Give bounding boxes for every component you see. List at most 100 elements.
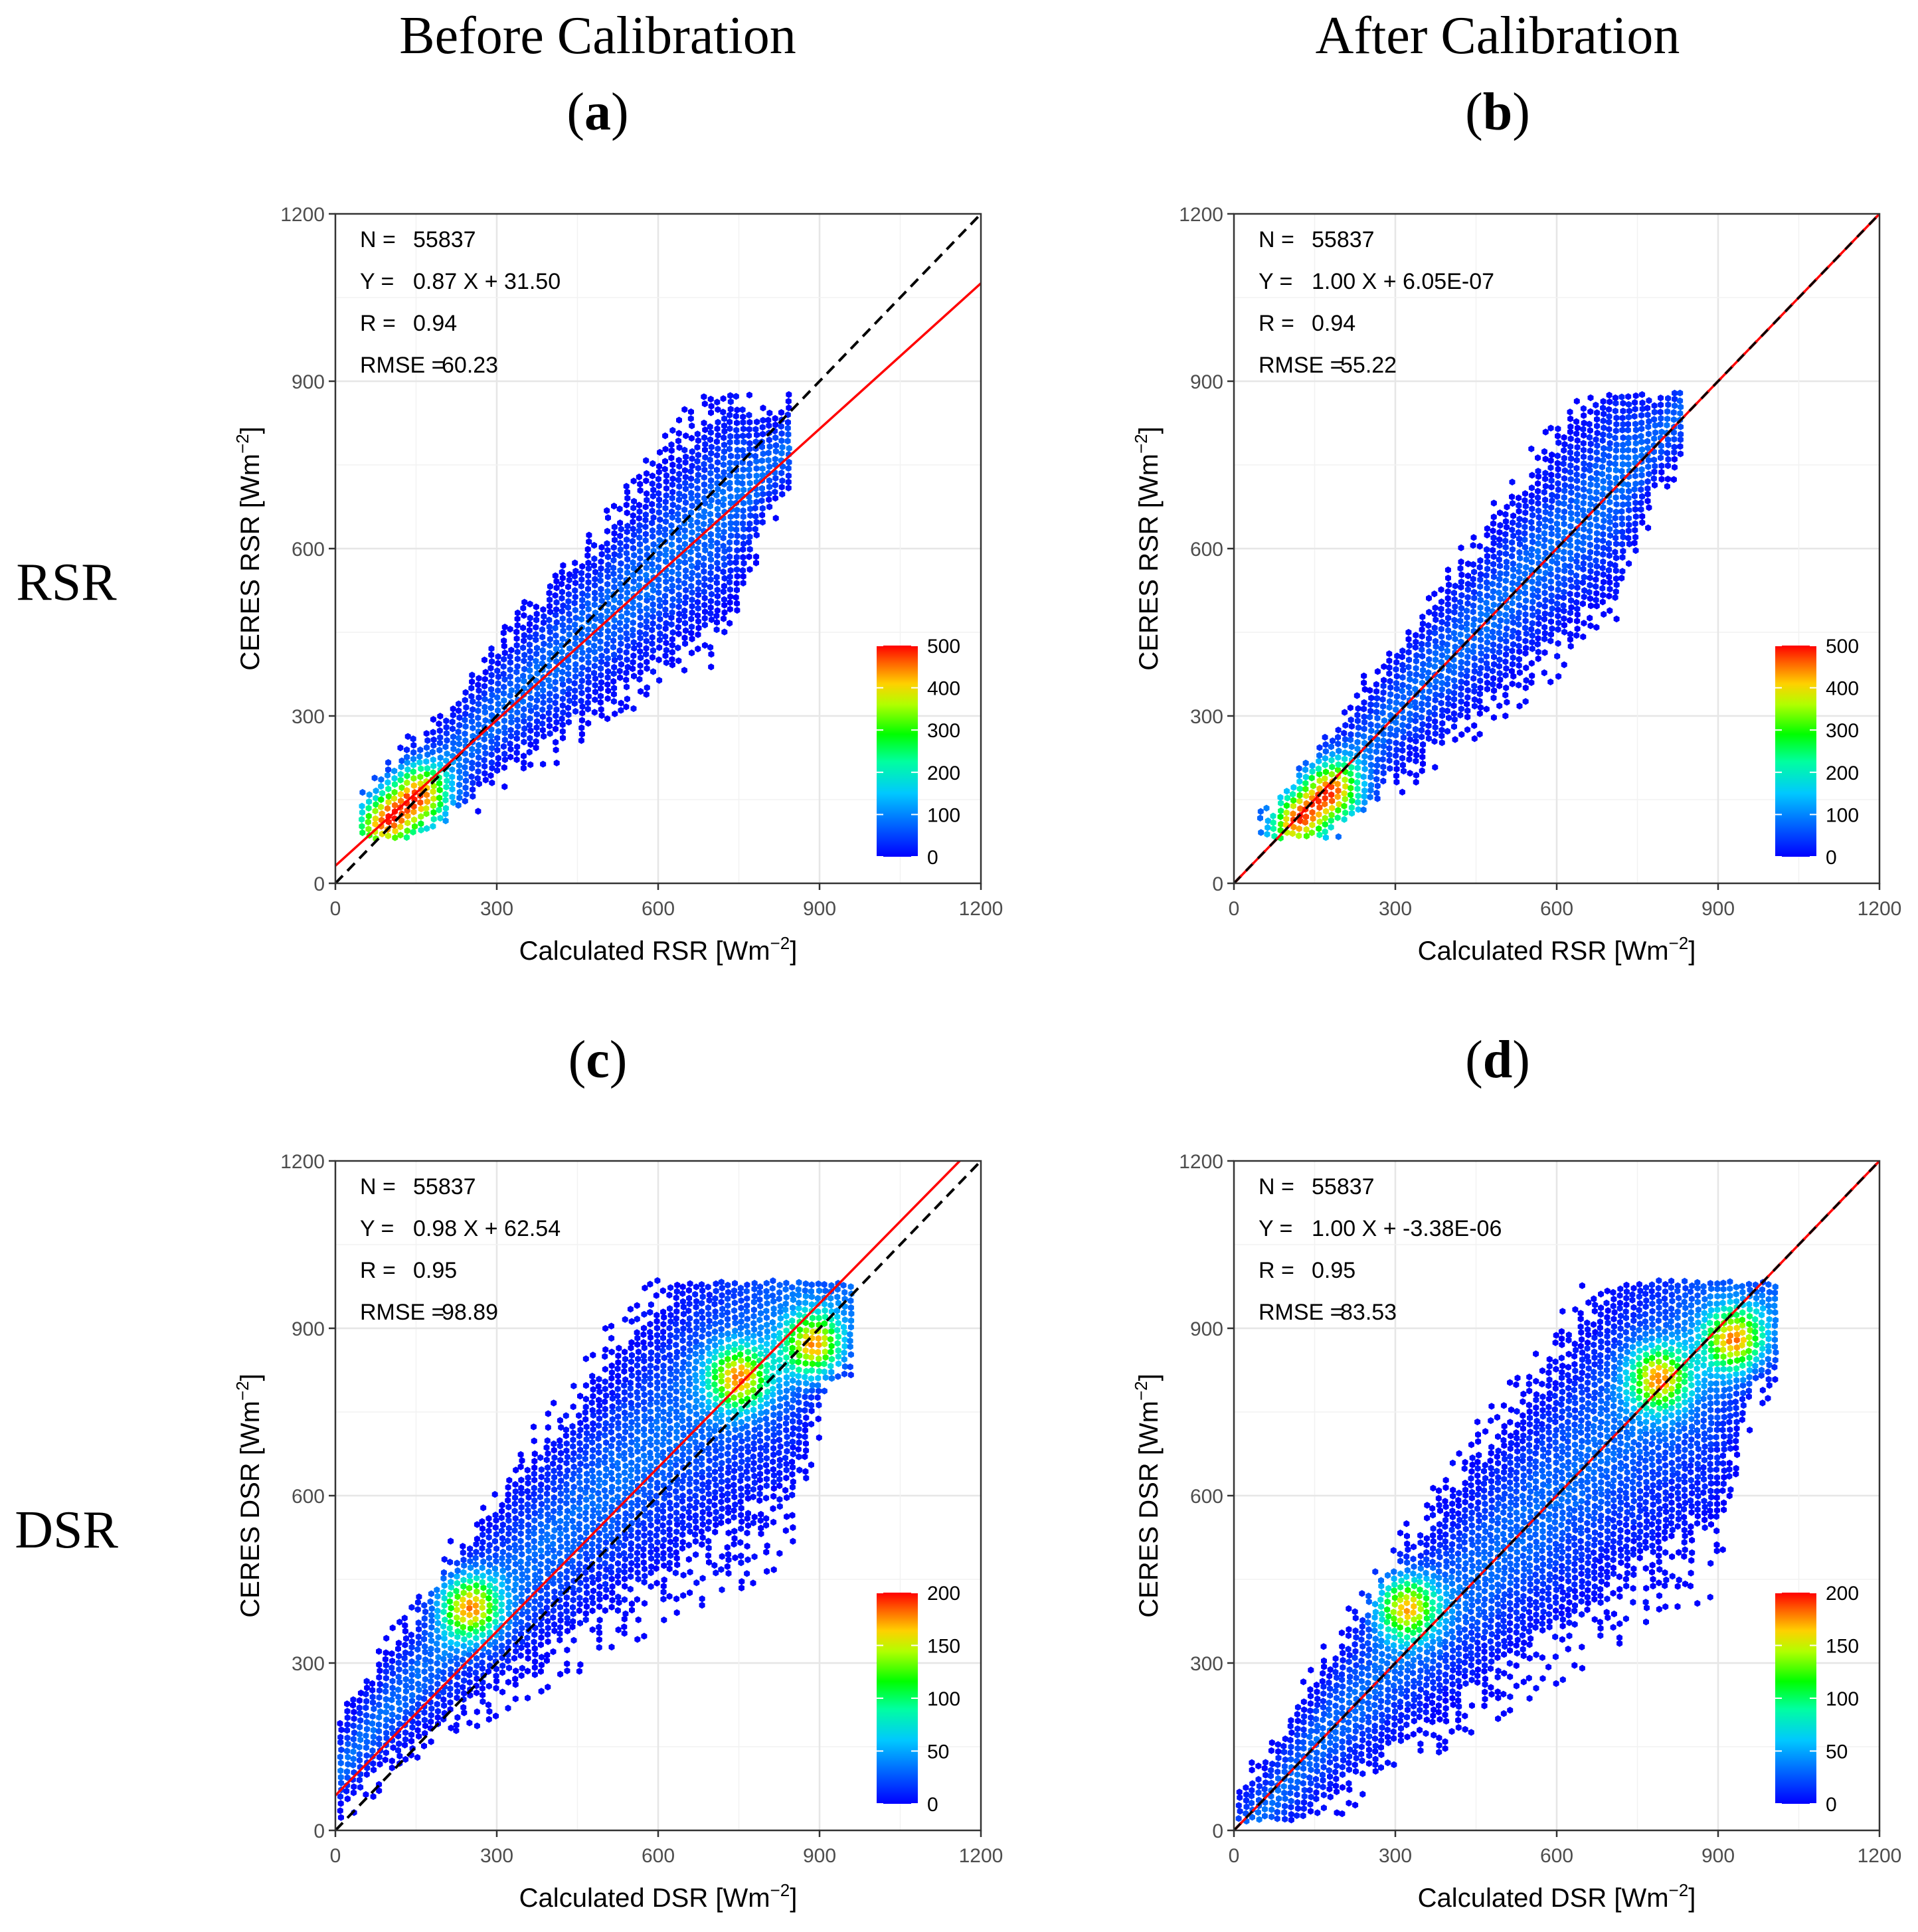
y-tick-label: 600 bbox=[1190, 539, 1223, 561]
stat-value: 55.22 bbox=[1340, 353, 1397, 378]
x-tick-label: 1200 bbox=[959, 1845, 1003, 1867]
x-tick-label: 300 bbox=[1379, 898, 1412, 920]
stat-value: 55837 bbox=[1312, 227, 1375, 252]
colorbar: 0 100 200 300 400 500 bbox=[1775, 636, 1859, 869]
stat-value: 55837 bbox=[1312, 1174, 1375, 1199]
column-header-1: Before Calibration bbox=[399, 7, 796, 65]
y-tick-label: 300 bbox=[1190, 706, 1223, 728]
stat-label: R = bbox=[1259, 311, 1294, 336]
x-tick-label: 0 bbox=[1229, 898, 1240, 920]
colorbar-tick-label: 200 bbox=[927, 762, 960, 784]
stat-value: 55837 bbox=[413, 227, 476, 252]
stat-label: RMSE = bbox=[360, 1300, 445, 1325]
y-tick-label: 900 bbox=[292, 371, 325, 393]
colorbar-tick-label: 300 bbox=[1826, 720, 1859, 742]
y-axis-title: CERES DSR [Wm−2] bbox=[232, 1373, 265, 1617]
colorbar-tick-label: 100 bbox=[927, 804, 960, 826]
stat-label: N = bbox=[360, 1174, 396, 1199]
x-tick-label: 1200 bbox=[1858, 1845, 1902, 1867]
stat-label: Y = bbox=[360, 1216, 394, 1241]
x-tick-label: 900 bbox=[803, 1845, 836, 1867]
x-axis-title: Calculated DSR [Wm−2] bbox=[519, 1880, 798, 1913]
density-hexbins bbox=[1257, 389, 1684, 842]
colorbar: 0 50 100 150 200 bbox=[877, 1583, 960, 1816]
stat-label: RMSE = bbox=[1259, 353, 1344, 378]
x-tick-label: 900 bbox=[1701, 1845, 1735, 1867]
stat-value: 1.00 X + 6.05E-07 bbox=[1312, 269, 1494, 294]
regression-line bbox=[335, 282, 981, 867]
stat-label: R = bbox=[360, 1258, 396, 1283]
colorbar: 0 50 100 150 200 bbox=[1775, 1583, 1859, 1816]
density-hexbins bbox=[1235, 1277, 1779, 1825]
y-axis-title: CERES DSR [Wm−2] bbox=[1131, 1373, 1164, 1617]
colorbar-tick-label: 200 bbox=[1826, 1583, 1859, 1605]
panel-label: (a) bbox=[567, 83, 628, 141]
x-axis-title: Calculated RSR [Wm−2] bbox=[519, 933, 798, 966]
colorbar-tick-label: 150 bbox=[927, 1636, 960, 1658]
colorbar-tick-label: 0 bbox=[927, 847, 938, 869]
stat-label: R = bbox=[1259, 1258, 1294, 1283]
stat-value: 98.89 bbox=[442, 1300, 498, 1325]
y-tick-label: 0 bbox=[1212, 1820, 1223, 1842]
y-tick-label: 300 bbox=[292, 706, 325, 728]
x-tick-label: 600 bbox=[642, 1845, 675, 1867]
stat-label: N = bbox=[1259, 227, 1294, 252]
regression-line bbox=[335, 1161, 962, 1797]
x-tick-label: 900 bbox=[803, 898, 836, 920]
colorbar-tick-label: 500 bbox=[927, 636, 960, 658]
y-tick-label: 300 bbox=[1190, 1653, 1223, 1675]
colorbar-tick-label: 50 bbox=[927, 1741, 949, 1763]
x-tick-label: 900 bbox=[1701, 898, 1735, 920]
colorbar-tick-label: 150 bbox=[1826, 1636, 1859, 1658]
stat-value: 0.94 bbox=[1312, 311, 1355, 336]
panel-label: (c) bbox=[568, 1031, 628, 1089]
panel-c: (c) 0 300 600 900 1200 0 300 600 900 1200 Calculate… bbox=[232, 1031, 1003, 1913]
colorbar-tick-label: 0 bbox=[1826, 1794, 1837, 1816]
stat-value: 1.00 X + -3.38E-06 bbox=[1312, 1216, 1502, 1241]
stat-value: 0.87 X + 31.50 bbox=[413, 269, 561, 294]
colorbar-tick-label: 100 bbox=[1826, 804, 1859, 826]
x-tick-label: 0 bbox=[330, 1845, 341, 1867]
regression-line bbox=[1234, 214, 1879, 883]
x-tick-label: 300 bbox=[480, 1845, 513, 1867]
stats-annotation: N = 55837 Y = 0.87 X + 31.50 R = 0.94 RMSE =60… bbox=[360, 227, 561, 378]
panel-a: (a) 0 300 600 900 1200 0 300 600 900 1200 Calculate… bbox=[232, 83, 1003, 966]
stats-annotation: N = 55837 Y = 0.98 X + 62.54 R = 0.95 RMSE =98… bbox=[360, 1174, 561, 1325]
y-tick-label: 600 bbox=[1190, 1486, 1223, 1508]
colorbar-tick-label: 300 bbox=[927, 720, 960, 742]
y-tick-label: 0 bbox=[1212, 873, 1223, 895]
panel-d: (d) 0 300 600 900 1200 0 300 600 900 1200 Calculate… bbox=[1131, 1031, 1901, 1913]
stat-label: RMSE = bbox=[1259, 1300, 1344, 1325]
stat-label: Y = bbox=[1259, 269, 1292, 294]
colorbar-tick-label: 400 bbox=[1826, 678, 1859, 700]
panel-label: (d) bbox=[1465, 1031, 1530, 1089]
stat-label: RMSE = bbox=[360, 353, 445, 378]
stat-value: 83.53 bbox=[1340, 1300, 1397, 1325]
x-tick-label: 0 bbox=[1229, 1845, 1240, 1867]
x-tick-label: 1200 bbox=[959, 898, 1003, 920]
colorbar-tick-label: 500 bbox=[1826, 636, 1859, 658]
stat-label: N = bbox=[1259, 1174, 1294, 1199]
colorbar: 0 100 200 300 400 500 bbox=[877, 636, 960, 869]
colorbar-tick-label: 50 bbox=[1826, 1741, 1848, 1763]
y-tick-label: 0 bbox=[313, 1820, 325, 1842]
row-label-rsr: RSR bbox=[16, 553, 117, 612]
x-tick-label: 300 bbox=[480, 898, 513, 920]
x-tick-label: 300 bbox=[1379, 1845, 1412, 1867]
y-tick-label: 1200 bbox=[1179, 1151, 1223, 1173]
stat-value: 0.95 bbox=[413, 1258, 457, 1283]
stats-annotation: N = 55837 Y = 1.00 X + 6.05E-07 R = 0.94 RMSE … bbox=[1259, 227, 1494, 378]
y-tick-label: 0 bbox=[313, 873, 325, 895]
colorbar-tick-label: 0 bbox=[927, 1794, 938, 1816]
stat-label: R = bbox=[360, 311, 396, 336]
panel-b: (b) 0 300 600 900 1200 0 300 600 900 1200 Calculate… bbox=[1131, 83, 1901, 966]
colorbar-tick-label: 200 bbox=[927, 1583, 960, 1605]
colorbar-tick-label: 100 bbox=[1826, 1688, 1859, 1710]
panel-label: (b) bbox=[1465, 83, 1530, 141]
y-tick-label: 600 bbox=[292, 539, 325, 561]
x-tick-label: 600 bbox=[1540, 1845, 1573, 1867]
stat-label: Y = bbox=[1259, 1216, 1292, 1241]
x-tick-label: 600 bbox=[642, 898, 675, 920]
colorbar-tick-label: 0 bbox=[1826, 847, 1837, 869]
colorbar-tick-label: 400 bbox=[927, 678, 960, 700]
